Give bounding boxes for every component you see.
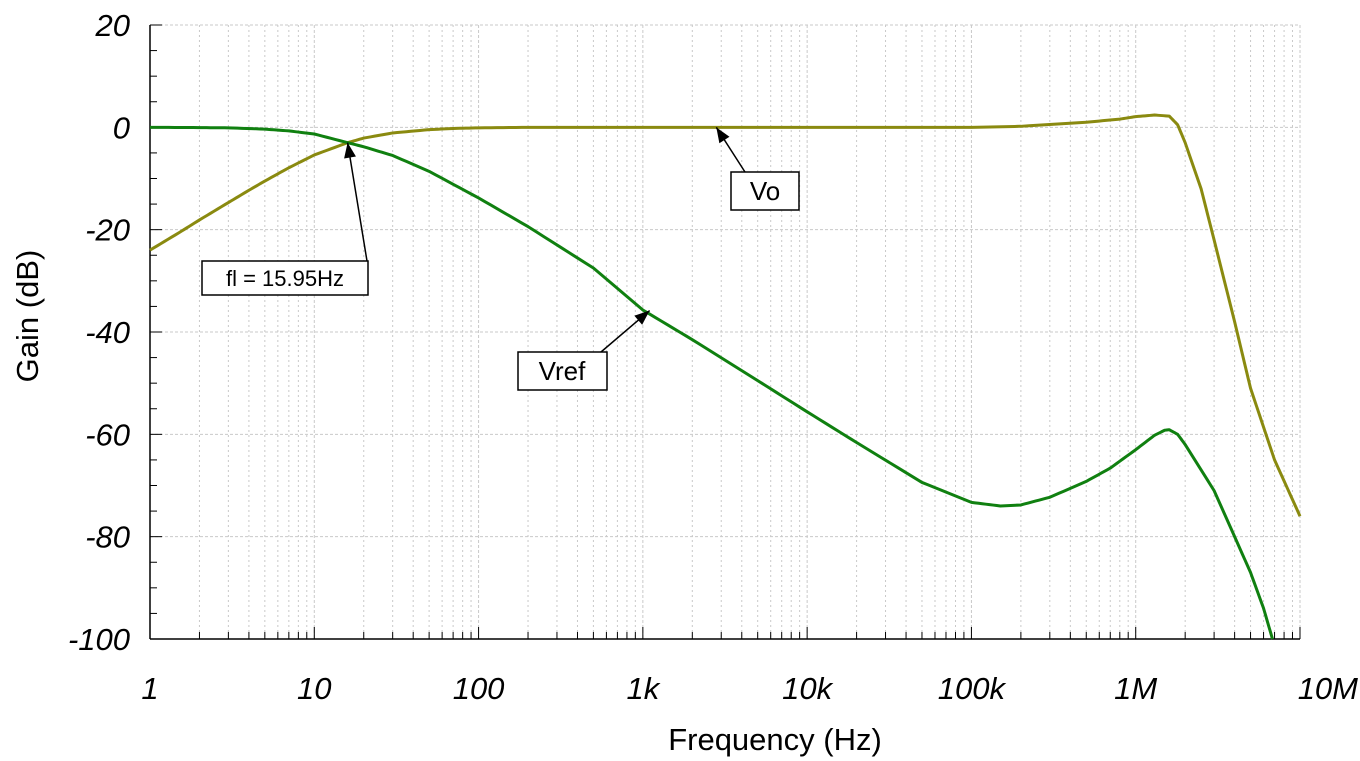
arrowhead-icon xyxy=(634,310,650,325)
series-line-vo xyxy=(149,113,1302,517)
arrowhead-icon xyxy=(344,142,356,159)
y-tick-label: -20 xyxy=(85,213,130,248)
annotation-box xyxy=(730,171,800,211)
annotation-box xyxy=(517,351,608,391)
series-line-vref xyxy=(149,125,1274,640)
plot-series xyxy=(149,113,1302,640)
x-tick-label: 1 xyxy=(141,671,158,706)
x-tick-label: 1k xyxy=(626,671,660,706)
annotation-fl: fl = 15.95Hz xyxy=(201,142,369,296)
tick-labels: 20 0 -20 -40 -60 -80 -100 1 10 100 1k 10k 100k 1M 10M xyxy=(68,8,1358,706)
y-tick-label: -60 xyxy=(85,417,130,452)
y-tick-label: 20 xyxy=(95,8,130,43)
annotation-vref: Vref xyxy=(517,309,651,391)
y-tick-label: -100 xyxy=(68,622,130,657)
annotation-label: Vo xyxy=(750,176,780,206)
y-axis-title: Gain (dB) xyxy=(10,250,45,383)
annotation-leader-line xyxy=(346,142,368,262)
x-tick-label: 10k xyxy=(782,671,833,706)
arrowhead-icon xyxy=(716,127,730,144)
x-tick-label: 10 xyxy=(297,671,331,706)
y-tick-label: 0 xyxy=(113,110,130,145)
x-tick-label: 100k xyxy=(938,671,1007,706)
x-tick-label: 1M xyxy=(1114,671,1157,706)
annotation-vo: Vo xyxy=(715,126,800,211)
annotation-label: fl = 15.95Hz xyxy=(226,266,344,291)
annotation-box xyxy=(201,260,369,296)
annotation-label: Vref xyxy=(539,356,586,386)
y-tick-label: -80 xyxy=(85,520,130,555)
x-axis-title: Frequency (Hz) xyxy=(668,722,882,757)
y-tick-label: -40 xyxy=(85,315,130,350)
x-tick-label: 10M xyxy=(1298,671,1358,706)
annotations: Vo Vref fl = 15.95Hz xyxy=(201,126,800,391)
x-tick-label: 100 xyxy=(453,671,505,706)
